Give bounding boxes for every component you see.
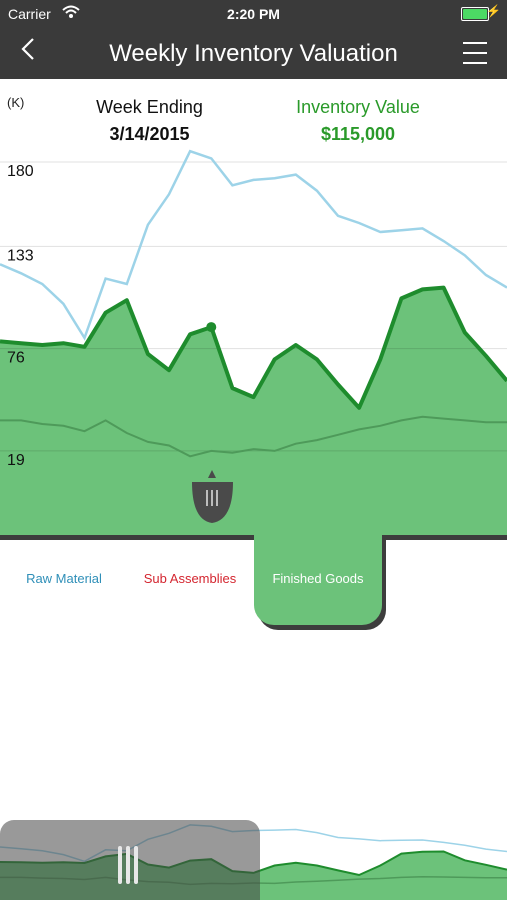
chevron-left-icon [21,38,34,60]
week-ending-value: 3/14/2015 [109,124,190,144]
tab-finished-goods[interactable]: Finished Goods [272,571,364,586]
y-tick-label-3: 180 [7,163,34,180]
inventory-value-label: Inventory Value [296,97,420,117]
status-bar: Carrier 2:20 PM ⚡ [0,0,507,28]
chart-header: (K) Week Ending 3/14/2015 Inventory Valu… [0,79,507,149]
week-ending-label: Week Ending [96,97,203,117]
finished-goods-line [0,285,507,410]
page-title: Weekly Inventory Valuation [109,40,398,67]
overview-grip-icon [118,846,142,889]
inventory-value: $115,000 [320,124,396,144]
back-button[interactable] [20,36,36,68]
overview-range-selector[interactable] [0,820,260,900]
tab-sub-assemblies[interactable]: Sub Assemblies [143,571,237,586]
grip-icon [206,490,218,506]
menu-button[interactable] [463,42,487,64]
raw-material-line [0,149,507,341]
navigation-bar: Weekly Inventory Valuation [0,28,507,79]
scrub-handle[interactable] [190,470,235,524]
y-tick-label-1: 76 [7,350,25,367]
unit-label: (K) [7,95,25,110]
hamburger-menu-icon [463,42,487,44]
status-time: 2:20 PM [227,6,280,22]
wifi-icon [62,5,80,18]
tab-raw-material[interactable]: Raw Material [26,571,102,586]
inventory-area-chart[interactable]: 19 76 133 180 [0,140,507,535]
finished-goods-area [0,287,507,535]
carrier-label: Carrier [8,6,51,22]
battery-icon [461,7,489,21]
y-tick-label-2: 133 [7,247,34,264]
y-tick-label-0: 19 [7,452,25,469]
active-tab-indicator [254,535,382,625]
selected-point [206,322,217,333]
sub-assemblies-line [0,415,507,458]
category-tabs: Raw Material Sub Assemblies Finished Goo… [0,535,507,635]
charging-bolt-icon: ⚡ [486,4,501,18]
